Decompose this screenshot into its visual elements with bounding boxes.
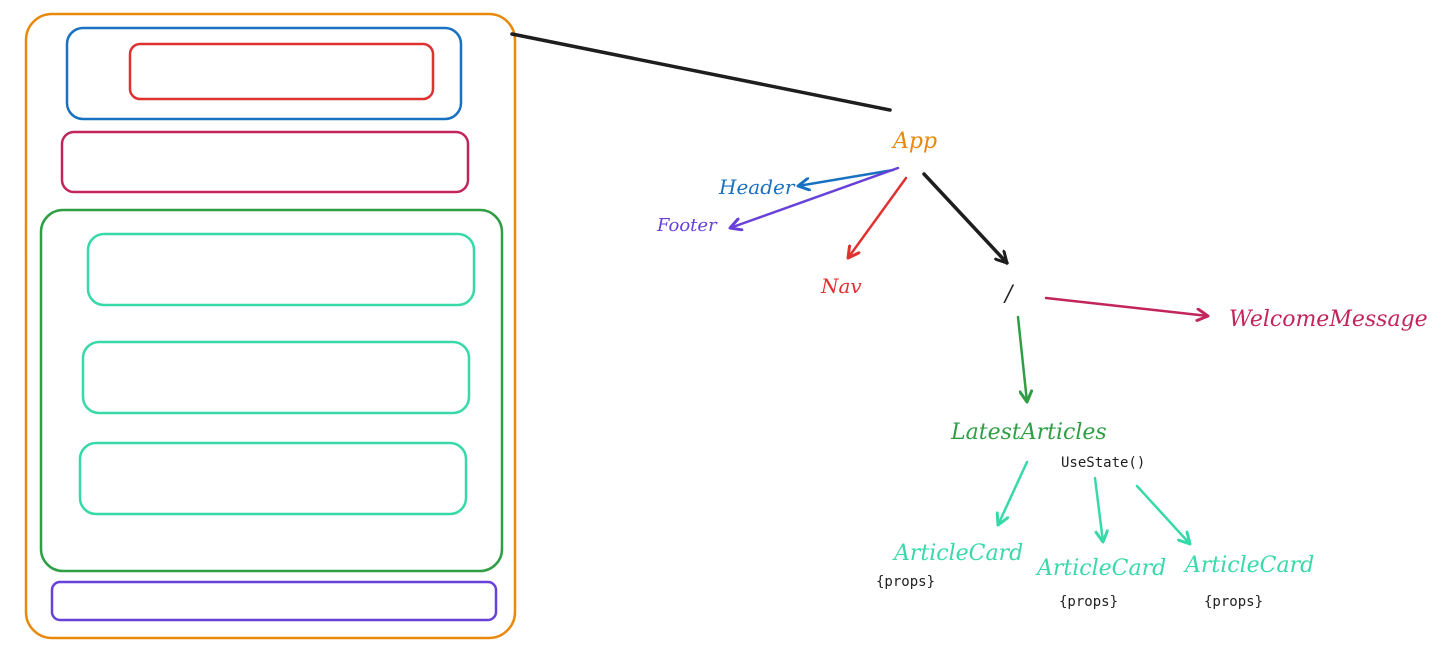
node-app: App — [893, 129, 938, 154]
wireframe-card-box-2 — [81, 340, 471, 415]
article-card-2-note: {props} — [1059, 594, 1119, 610]
wireframe-welcome-box — [60, 130, 470, 194]
edge-latest-card-2 — [1093, 476, 1103, 542]
edge-route-welcome — [1044, 296, 1208, 316]
edge-latest-card-1 — [998, 460, 1029, 525]
edge-app-nav — [848, 176, 908, 258]
wireframe-app-frame — [24, 12, 517, 640]
node-route: / — [1005, 282, 1013, 307]
latest-articles-note: UseState() — [1061, 455, 1146, 471]
node-latest-articles: LatestArticles — [951, 420, 1107, 445]
wireframe-articles-box — [39, 208, 504, 573]
article-card-1-note: {props} — [876, 574, 936, 590]
node-nav: Nav — [821, 274, 862, 298]
wireframe-card-box-1 — [86, 232, 476, 307]
edge-route-latest — [1016, 315, 1027, 402]
article-card-3-note: {props} — [1204, 594, 1264, 610]
edge-latest-card-3 — [1135, 484, 1190, 544]
wireframe-footer-box — [50, 580, 498, 622]
node-welcome-message: WelcomeMessage — [1229, 307, 1428, 332]
node-article-card-3: ArticleCard — [1185, 553, 1315, 578]
node-article-card-2: ArticleCard — [1037, 556, 1167, 581]
wireframe-nav-box — [128, 42, 435, 101]
wireframe-card-box-3 — [78, 441, 468, 516]
node-header: Header — [719, 175, 795, 199]
edge-app-header — [798, 168, 895, 186]
wireframe-header-box — [65, 26, 463, 121]
node-article-card-1: ArticleCard — [894, 541, 1024, 566]
edge-app-route — [922, 172, 1009, 265]
wireframe-to-app-line — [510, 32, 892, 112]
node-footer: Footer — [657, 215, 717, 236]
edge-app-footer — [730, 166, 900, 228]
